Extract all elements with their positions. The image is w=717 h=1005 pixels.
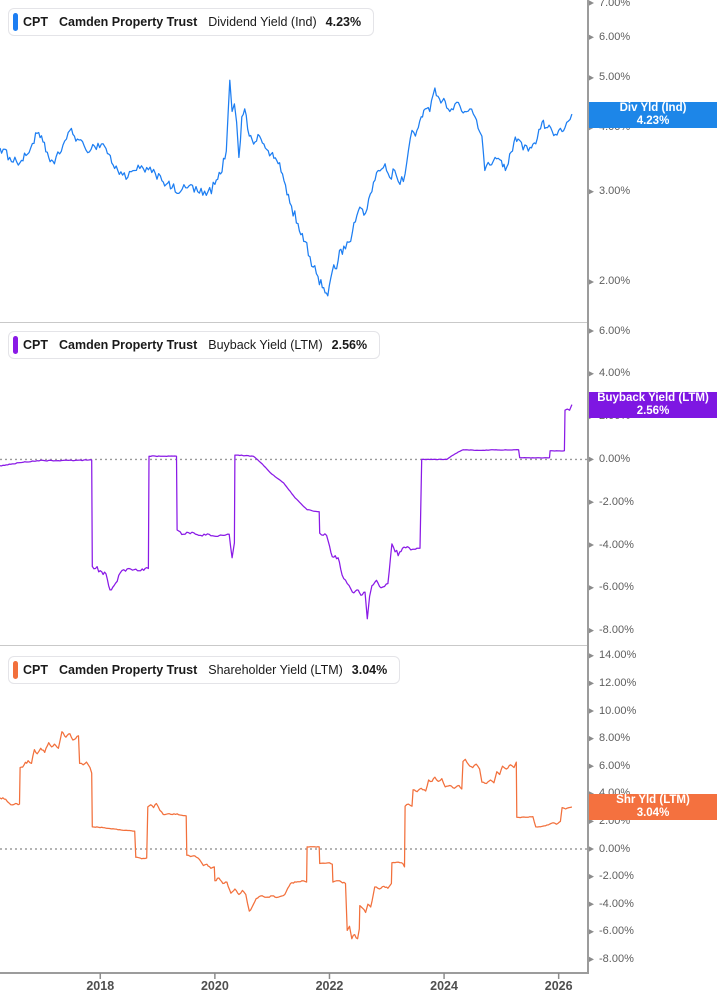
x-axis-label: 2026: [544, 979, 573, 993]
y-axis-label: -2.00%: [599, 495, 634, 508]
chart-header-shareholder-yield[interactable]: CPT Camden Property Trust Shareholder Yi…: [8, 656, 401, 684]
current-value-badge-shr-yld: Shr Yld (LTM) 3.04%: [589, 794, 717, 821]
series-line-1: [0, 404, 573, 620]
y-axis-label: 5.00%: [599, 71, 631, 84]
metric-label: Dividend Yield (Ind): [208, 15, 317, 29]
y-axis-tick: [589, 328, 594, 334]
y-axis-tick: [589, 818, 594, 824]
y-axis-label: -6.00%: [599, 581, 634, 594]
company-label: Camden Property Trust: [59, 663, 198, 677]
company-label: Camden Property Trust: [59, 338, 198, 352]
y-axis-tick: [589, 956, 594, 962]
y-axis-tick: [589, 0, 594, 6]
metric-value-label: 2.56%: [331, 338, 368, 352]
y-axis-label: -8.00%: [599, 952, 634, 965]
metric-label: Shareholder Yield (LTM): [208, 663, 343, 677]
y-axis-label: 6.00%: [599, 30, 631, 43]
y-axis-label: 0.00%: [599, 452, 631, 465]
series-accent-bar: [13, 661, 18, 679]
y-axis-label: 3.00%: [599, 185, 631, 198]
y-axis-tick: [589, 874, 594, 880]
y-axis-label: 2.00%: [599, 275, 631, 288]
y-axis-tick: [589, 34, 594, 40]
ticker-label: CPT: [23, 663, 48, 677]
chart-header-dividend-yield[interactable]: CPT Camden Property Trust Dividend Yield…: [8, 8, 375, 36]
y-axis-tick: [589, 456, 594, 462]
series-accent-bar: [13, 336, 18, 354]
y-axis-tick: [589, 763, 594, 769]
series-accent-bar: [13, 13, 18, 31]
y-axis-tick: [589, 542, 594, 548]
y-axis-tick: [589, 189, 594, 195]
y-axis-tick: [589, 585, 594, 591]
x-axis-label: 2022: [315, 979, 344, 993]
y-axis-tick: [589, 680, 594, 686]
x-axis-label: 2020: [200, 979, 229, 993]
y-axis-tick: [589, 901, 594, 907]
y-axis-tick: [589, 708, 594, 714]
ticker-label: CPT: [23, 15, 48, 29]
y-axis-label: -2.00%: [599, 870, 634, 883]
y-axis-tick: [589, 628, 594, 634]
current-value-badge-div-yld: Div Yld (Ind) 4.23%: [589, 102, 717, 129]
y-axis-tick: [589, 75, 594, 81]
badge-value: 3.04%: [636, 807, 670, 820]
y-axis-label: 10.00%: [599, 704, 637, 717]
badge-value: 4.23%: [636, 115, 670, 128]
metric-value-label: 4.23%: [325, 15, 362, 29]
y-axis-label: 6.00%: [599, 759, 631, 772]
metric-label: Buyback Yield (LTM): [208, 338, 323, 352]
y-axis-tick: [589, 929, 594, 935]
ticker-label: CPT: [23, 338, 48, 352]
x-axis-label: 2024: [430, 979, 458, 993]
badge-value: 2.56%: [636, 404, 670, 417]
badge-label: Shr Yld (LTM): [616, 794, 690, 807]
x-axis-label: 2018: [86, 979, 115, 993]
y-axis-tick: [589, 736, 594, 742]
company-label: Camden Property Trust: [59, 15, 198, 29]
y-axis-tick: [589, 653, 594, 659]
y-axis-label: -4.00%: [599, 538, 634, 551]
y-axis-label: 12.00%: [599, 676, 637, 689]
y-axis-tick: [589, 846, 594, 852]
y-axis-label: -8.00%: [599, 624, 634, 637]
y-axis-label: 6.00%: [599, 324, 631, 337]
y-axis-label: 14.00%: [599, 649, 637, 662]
y-axis-tick: [589, 499, 594, 505]
y-axis-label: 4.00%: [599, 367, 631, 380]
badge-label: Div Yld (Ind): [619, 102, 687, 115]
y-axis-label: -6.00%: [599, 925, 634, 938]
chart-header-buyback-yield[interactable]: CPT Camden Property Trust Buyback Yield …: [8, 331, 381, 359]
y-axis-label: 8.00%: [599, 732, 631, 745]
y-axis-tick: [589, 371, 594, 377]
y-axis-label: 0.00%: [599, 842, 631, 855]
y-axis-label: 7.00%: [599, 0, 631, 9]
current-value-badge-buyback-yld: Buyback Yield (LTM) 2.56%: [589, 391, 717, 418]
y-axis-tick: [589, 279, 594, 285]
metric-value-label: 3.04%: [351, 663, 388, 677]
badge-label: Buyback Yield (LTM): [597, 391, 709, 404]
series-line-2: [0, 731, 573, 940]
y-axis-label: -4.00%: [599, 897, 634, 910]
series-line-0: [0, 79, 573, 297]
